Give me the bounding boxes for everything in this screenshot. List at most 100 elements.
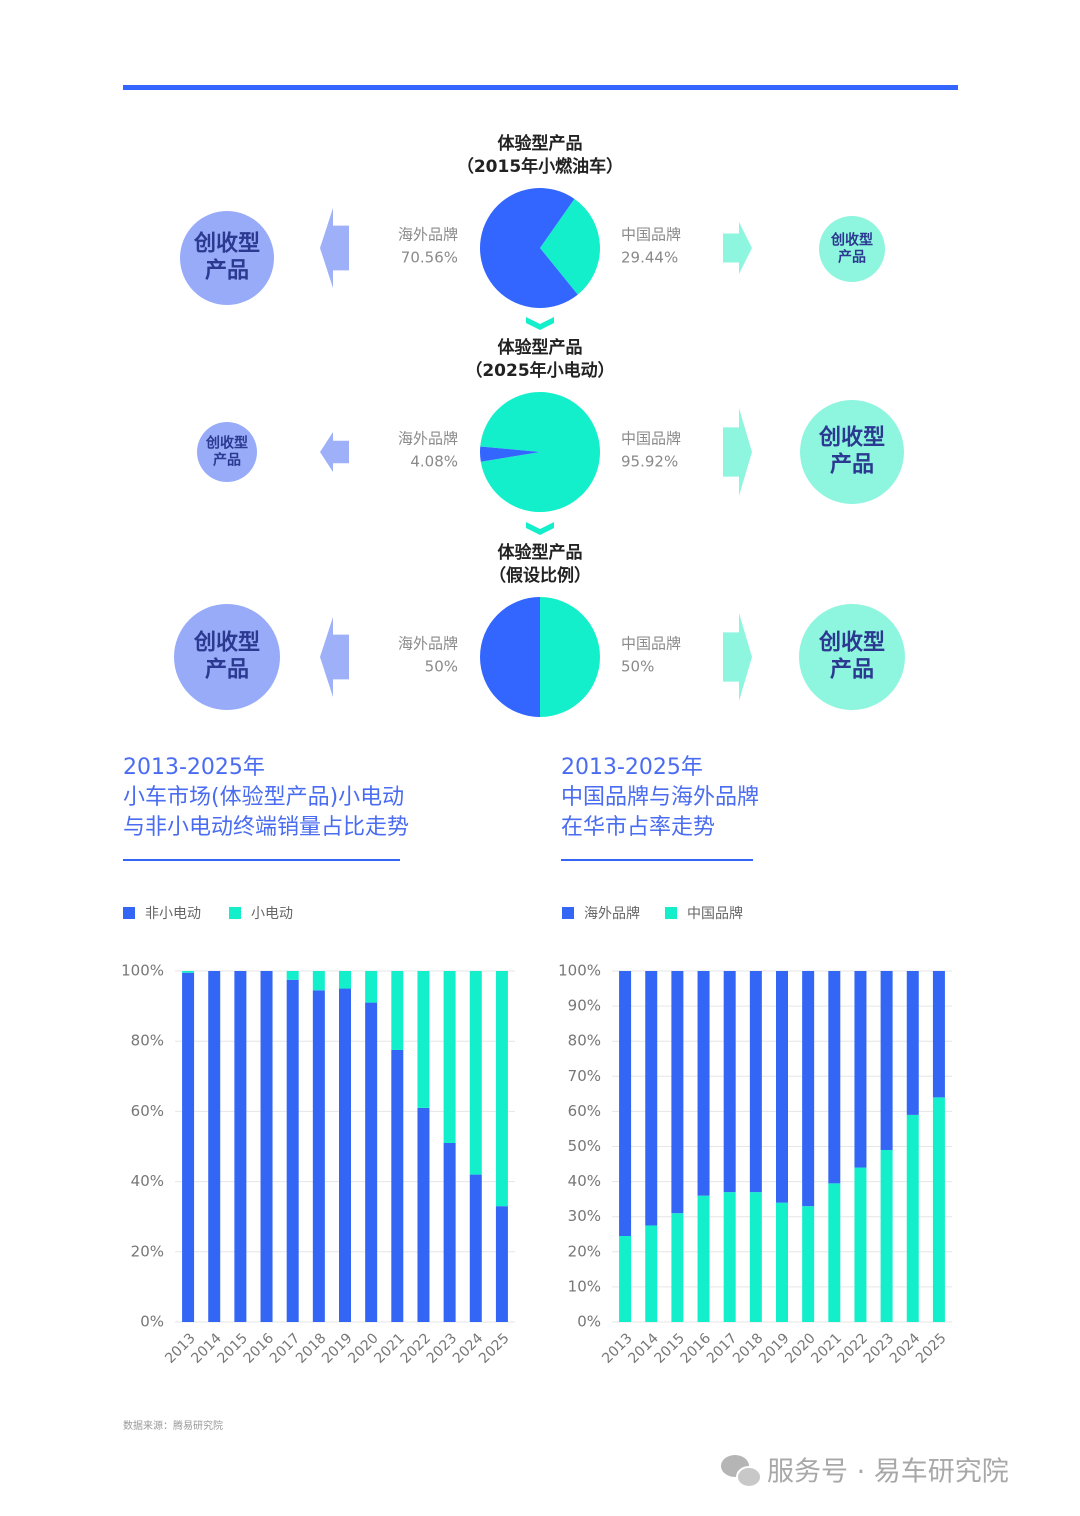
bar-segment bbox=[932, 971, 945, 1098]
legend-swatch bbox=[123, 907, 135, 919]
y-tick-label: 100% bbox=[121, 962, 164, 980]
annotation-circle bbox=[197, 422, 257, 482]
y-tick-label: 20% bbox=[568, 1242, 601, 1260]
pie-title: 体验型产品 bbox=[498, 133, 583, 154]
pie-subtitle: （2025年小电动） bbox=[465, 360, 614, 381]
legend-swatch bbox=[229, 907, 241, 919]
chart-title: 小车市场(体验型产品)小电动 bbox=[123, 785, 404, 810]
y-tick-label: 90% bbox=[568, 997, 601, 1015]
bar-segment bbox=[495, 971, 508, 1207]
annotation-text: 创收型 bbox=[818, 424, 885, 450]
pie-slice bbox=[540, 198, 600, 295]
y-tick-label: 40% bbox=[568, 1172, 601, 1190]
legend-label: 中国品牌 bbox=[687, 905, 743, 922]
annotation-circle bbox=[180, 211, 274, 305]
bar-segment bbox=[391, 1049, 404, 1322]
y-tick-label: 60% bbox=[568, 1102, 601, 1120]
annotation-text: 产品 bbox=[205, 658, 249, 683]
bar-segment bbox=[828, 971, 841, 1184]
pie-slice bbox=[480, 392, 601, 513]
slice-label: 海外品牌 bbox=[398, 226, 458, 244]
title-underline bbox=[561, 859, 753, 861]
legend-label: 小电动 bbox=[251, 906, 293, 922]
bar-segment bbox=[854, 971, 867, 1168]
bar-segment bbox=[182, 971, 195, 973]
bar-segment bbox=[182, 972, 195, 1322]
down-chevron bbox=[526, 317, 554, 330]
arrow bbox=[723, 222, 752, 274]
pie-slice bbox=[540, 597, 600, 717]
arrow bbox=[320, 432, 349, 472]
bar-segment bbox=[723, 971, 736, 1193]
bar-segment bbox=[443, 971, 456, 1143]
bar-segment bbox=[443, 1142, 456, 1322]
bar-segment bbox=[880, 971, 893, 1151]
bar-segment bbox=[286, 971, 299, 980]
arrow bbox=[723, 613, 752, 701]
annotation-text: 产品 bbox=[205, 259, 249, 284]
annotation-text: 创收型 bbox=[205, 434, 248, 451]
bar-segment bbox=[286, 979, 299, 1322]
annotation-text: 创收型 bbox=[193, 629, 260, 655]
watermark: 服务号 · 易车研究院 bbox=[767, 1457, 1009, 1488]
annotation-text: 产品 bbox=[838, 249, 866, 266]
slice-value: 29.44% bbox=[621, 249, 678, 267]
slice-label: 中国品牌 bbox=[621, 226, 681, 244]
bar-segment bbox=[339, 988, 351, 1322]
y-tick-label: 80% bbox=[131, 1032, 164, 1050]
bar-segment bbox=[802, 1206, 815, 1322]
slice-label: 海外品牌 bbox=[398, 635, 458, 653]
annotation-text: 产品 bbox=[830, 453, 874, 478]
y-tick-label: 70% bbox=[568, 1067, 601, 1085]
bar-segment bbox=[619, 971, 632, 1237]
slice-value: 50% bbox=[425, 658, 458, 676]
bar-segment bbox=[828, 1183, 841, 1322]
y-tick-label: 100% bbox=[558, 962, 601, 980]
chart-title: 中国品牌与海外品牌 bbox=[561, 785, 759, 810]
annotation-text: 创收型 bbox=[818, 629, 885, 655]
chart-title: 在华市占率走势 bbox=[561, 815, 715, 840]
y-tick-label: 30% bbox=[568, 1207, 601, 1225]
bar-segment bbox=[854, 1167, 867, 1322]
annotation-text: 产品 bbox=[213, 452, 241, 469]
slice-value: 95.92% bbox=[621, 453, 678, 471]
bar-segment bbox=[365, 1002, 378, 1322]
slice-label: 中国品牌 bbox=[621, 430, 681, 448]
bar-segment bbox=[906, 971, 919, 1115]
bar-segment bbox=[234, 971, 247, 1322]
bar-segment bbox=[469, 971, 482, 1175]
source-note: 数据来源：腾易研究院 bbox=[123, 1419, 223, 1432]
pie-title: 体验型产品 bbox=[498, 337, 583, 358]
legend-swatch bbox=[665, 907, 677, 919]
slice-label: 中国品牌 bbox=[621, 635, 681, 653]
pie-slice bbox=[480, 188, 578, 308]
pie-slice bbox=[480, 597, 540, 717]
annotation-text: 创收型 bbox=[193, 230, 260, 256]
slice-value: 4.08% bbox=[410, 453, 458, 471]
arrow bbox=[320, 617, 349, 697]
y-tick-label: 60% bbox=[131, 1102, 164, 1120]
chart-title: 与非小电动终端销量占比走势 bbox=[123, 815, 409, 840]
bar-segment bbox=[469, 1174, 482, 1322]
bar-segment bbox=[417, 1107, 430, 1322]
bar-segment bbox=[365, 971, 378, 1003]
y-tick-label: 50% bbox=[568, 1137, 601, 1155]
wechat-icon bbox=[721, 1455, 762, 1488]
bar-segment bbox=[671, 971, 684, 1214]
annotation-text: 产品 bbox=[830, 658, 874, 683]
top-rule bbox=[123, 85, 958, 90]
legend-label: 非小电动 bbox=[145, 906, 201, 922]
legend-swatch bbox=[562, 907, 574, 919]
bar-segment bbox=[697, 1195, 710, 1322]
slice-value: 70.56% bbox=[401, 249, 458, 267]
bar-segment bbox=[723, 1192, 736, 1322]
annotation-circle bbox=[800, 400, 904, 504]
bar-segment bbox=[260, 971, 273, 1322]
down-chevron bbox=[526, 522, 554, 535]
bar-segment bbox=[749, 1192, 762, 1322]
chart-title: 2013-2025年 bbox=[561, 755, 703, 780]
y-tick-label: 10% bbox=[568, 1277, 601, 1295]
bar-segment bbox=[312, 990, 325, 1322]
